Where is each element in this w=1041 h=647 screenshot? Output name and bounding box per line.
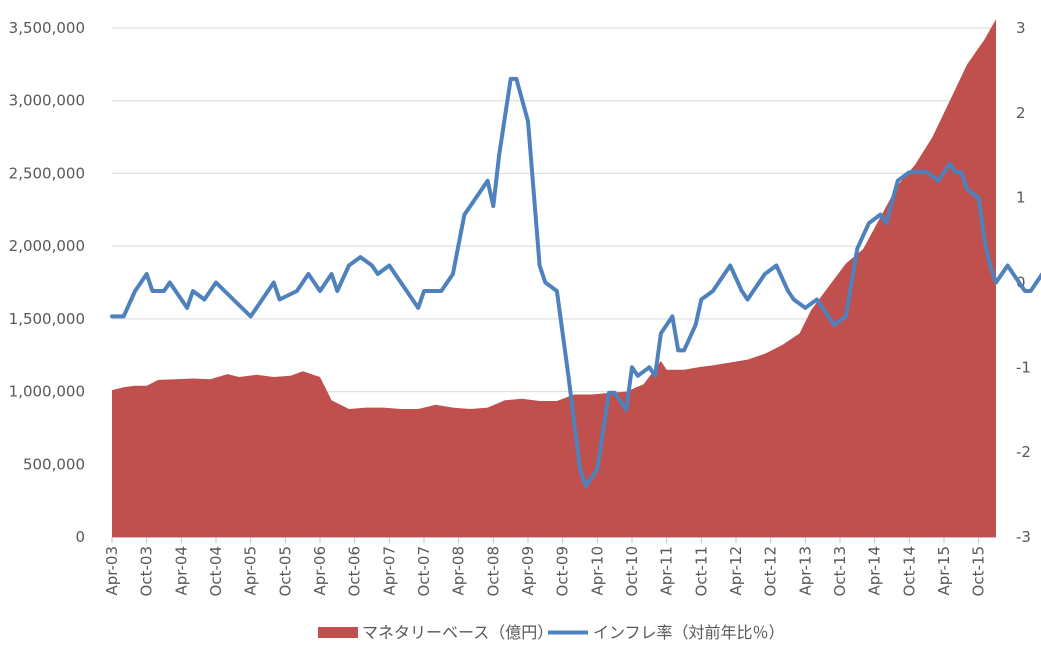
y-left-tick-label: 2,000,000 xyxy=(9,237,85,255)
x-tick-label: Apr-14 xyxy=(866,546,884,596)
y-left-tick-label: 500,000 xyxy=(23,455,85,473)
x-tick-label: Apr-12 xyxy=(727,546,745,596)
x-tick-label: Apr-15 xyxy=(935,546,953,596)
legend-label-line: インフレ率（対前年比％） xyxy=(593,623,785,642)
legend: マネタリーベース（億円） インフレ率（対前年比％） xyxy=(318,623,785,642)
x-tick-label: Apr-05 xyxy=(242,546,260,596)
y-left-tick-label: 1,000,000 xyxy=(9,383,85,401)
y-left-tick-label: 2,500,000 xyxy=(9,164,85,182)
x-tick-label: Oct-03 xyxy=(138,546,156,596)
series-line-inflation xyxy=(110,76,1041,489)
x-tick-label: Apr-11 xyxy=(658,546,676,596)
x-tick-label: Oct-12 xyxy=(762,546,780,596)
x-tick-label: Apr-10 xyxy=(588,546,606,596)
x-tick-label: Apr-13 xyxy=(796,546,814,596)
x-tick-label: Apr-03 xyxy=(103,546,121,596)
y-right-tick-label: -2 xyxy=(1016,443,1031,461)
x-tick-label: Apr-06 xyxy=(311,546,329,596)
x-tick-label: Oct-15 xyxy=(970,546,988,596)
x-tick-label: Apr-09 xyxy=(519,546,537,596)
y-right-tick-label: -3 xyxy=(1016,528,1031,546)
y-left-tick-label: 1,500,000 xyxy=(9,310,85,328)
legend-swatch-area xyxy=(318,627,358,638)
y-right-tick-label: 2 xyxy=(1016,104,1026,122)
y-right-tick-label: 3 xyxy=(1016,19,1026,37)
x-tick-label: Oct-05 xyxy=(276,546,294,596)
y-left-tick-label: 0 xyxy=(75,528,85,546)
y-right-tick-label: -1 xyxy=(1016,358,1031,376)
x-axis: Apr-03 Oct-03 Apr-04 Oct-04 Apr-05 Oct-05 Apr-… xyxy=(103,537,996,596)
y-left-tick-label: 3,000,000 xyxy=(9,92,85,110)
y-right-tick-label: 1 xyxy=(1016,189,1026,207)
x-tick-label: Oct-04 xyxy=(207,546,225,596)
x-tick-label: Apr-08 xyxy=(450,546,468,596)
series-area-monetary-base xyxy=(112,19,996,538)
legend-label-area: マネタリーベース（億円） xyxy=(362,623,553,642)
x-tick-label: Oct-14 xyxy=(900,546,918,596)
x-tick-label: Oct-13 xyxy=(831,546,849,596)
x-tick-label: Oct-06 xyxy=(346,546,364,596)
y-axis-left: 0 500,000 1,000,000 1,500,000 2,000,000 2,500… xyxy=(9,19,85,546)
x-tick-label: Oct-10 xyxy=(623,546,641,596)
x-tick-label: Oct-09 xyxy=(554,546,572,596)
x-tick-label: Oct-11 xyxy=(692,546,710,596)
y-left-tick-label: 3,500,000 xyxy=(9,19,85,37)
x-tick-label: Apr-04 xyxy=(172,546,190,596)
x-tick-label: Oct-07 xyxy=(415,546,433,596)
x-tick-label: Oct-08 xyxy=(484,546,502,596)
x-tick-label: Apr-07 xyxy=(380,546,398,596)
